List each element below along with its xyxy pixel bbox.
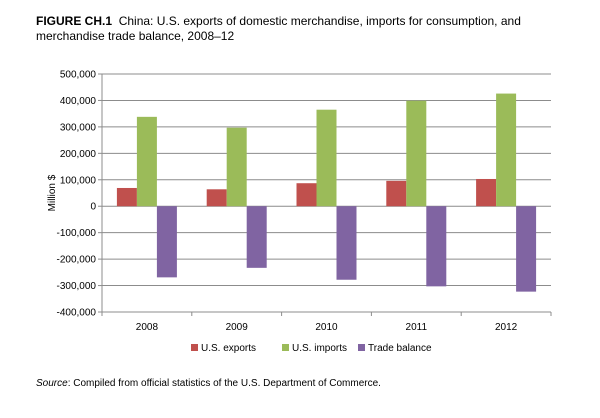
bar-u-s-exports-2010 [296,183,317,207]
bar-u-s-imports-2008 [136,116,157,207]
figure-title-text: China: U.S. exports of domestic merchand… [36,14,521,43]
legend-swatch [282,344,289,351]
y-tick-label: 400,000 [60,96,97,107]
y-tick-label: -100,000 [57,228,97,239]
y-tick-label: 100,000 [60,175,97,186]
x-tick-label: 2009 [226,322,249,333]
bar-u-s-imports-2009 [226,127,247,207]
x-tick-label: 2010 [315,322,338,333]
y-tick-label: 300,000 [60,122,97,133]
bar-trade-balance-2009 [246,206,267,268]
y-tick-label: 200,000 [60,149,97,160]
bar-trade-balance-2011 [426,206,447,287]
legend-swatch [191,344,198,351]
figure-label: FIGURE CH.1 [36,14,113,28]
chart-title: FIGURE CH.1 China: U.S. exports of domes… [36,14,576,44]
y-tick-label: -200,000 [57,255,97,266]
y-axis-label: Million $ [47,174,58,211]
source-label: Source [36,378,68,389]
bar-u-s-imports-2012 [496,93,517,207]
x-tick-label: 2012 [495,322,518,333]
bar-trade-balance-2010 [336,206,357,280]
legend-swatch [358,344,365,351]
y-tick-label: 500,000 [60,70,97,81]
source-note: Source: Compiled from official statistic… [36,378,381,389]
bar-u-s-exports-2009 [206,189,227,207]
bar-u-s-exports-2008 [116,187,137,207]
x-tick-label: 2008 [136,322,159,333]
legend-label: Trade balance [368,343,432,354]
y-tick-label: -400,000 [57,308,97,319]
x-tick-label: 2011 [406,322,428,333]
y-tick-label: 0 [90,202,96,213]
y-tick-label: -300,000 [57,281,97,292]
legend-label: U.S. imports [292,343,347,354]
bar-u-s-imports-2010 [316,109,337,207]
bar-u-s-exports-2012 [476,178,497,207]
bar-trade-balance-2008 [156,206,177,278]
bar-trade-balance-2012 [516,206,537,292]
legend-label: U.S. exports [201,343,256,354]
bar-u-s-imports-2011 [406,100,427,207]
source-text: : Compiled from official statistics of t… [67,378,381,389]
bar-u-s-exports-2011 [386,180,407,207]
